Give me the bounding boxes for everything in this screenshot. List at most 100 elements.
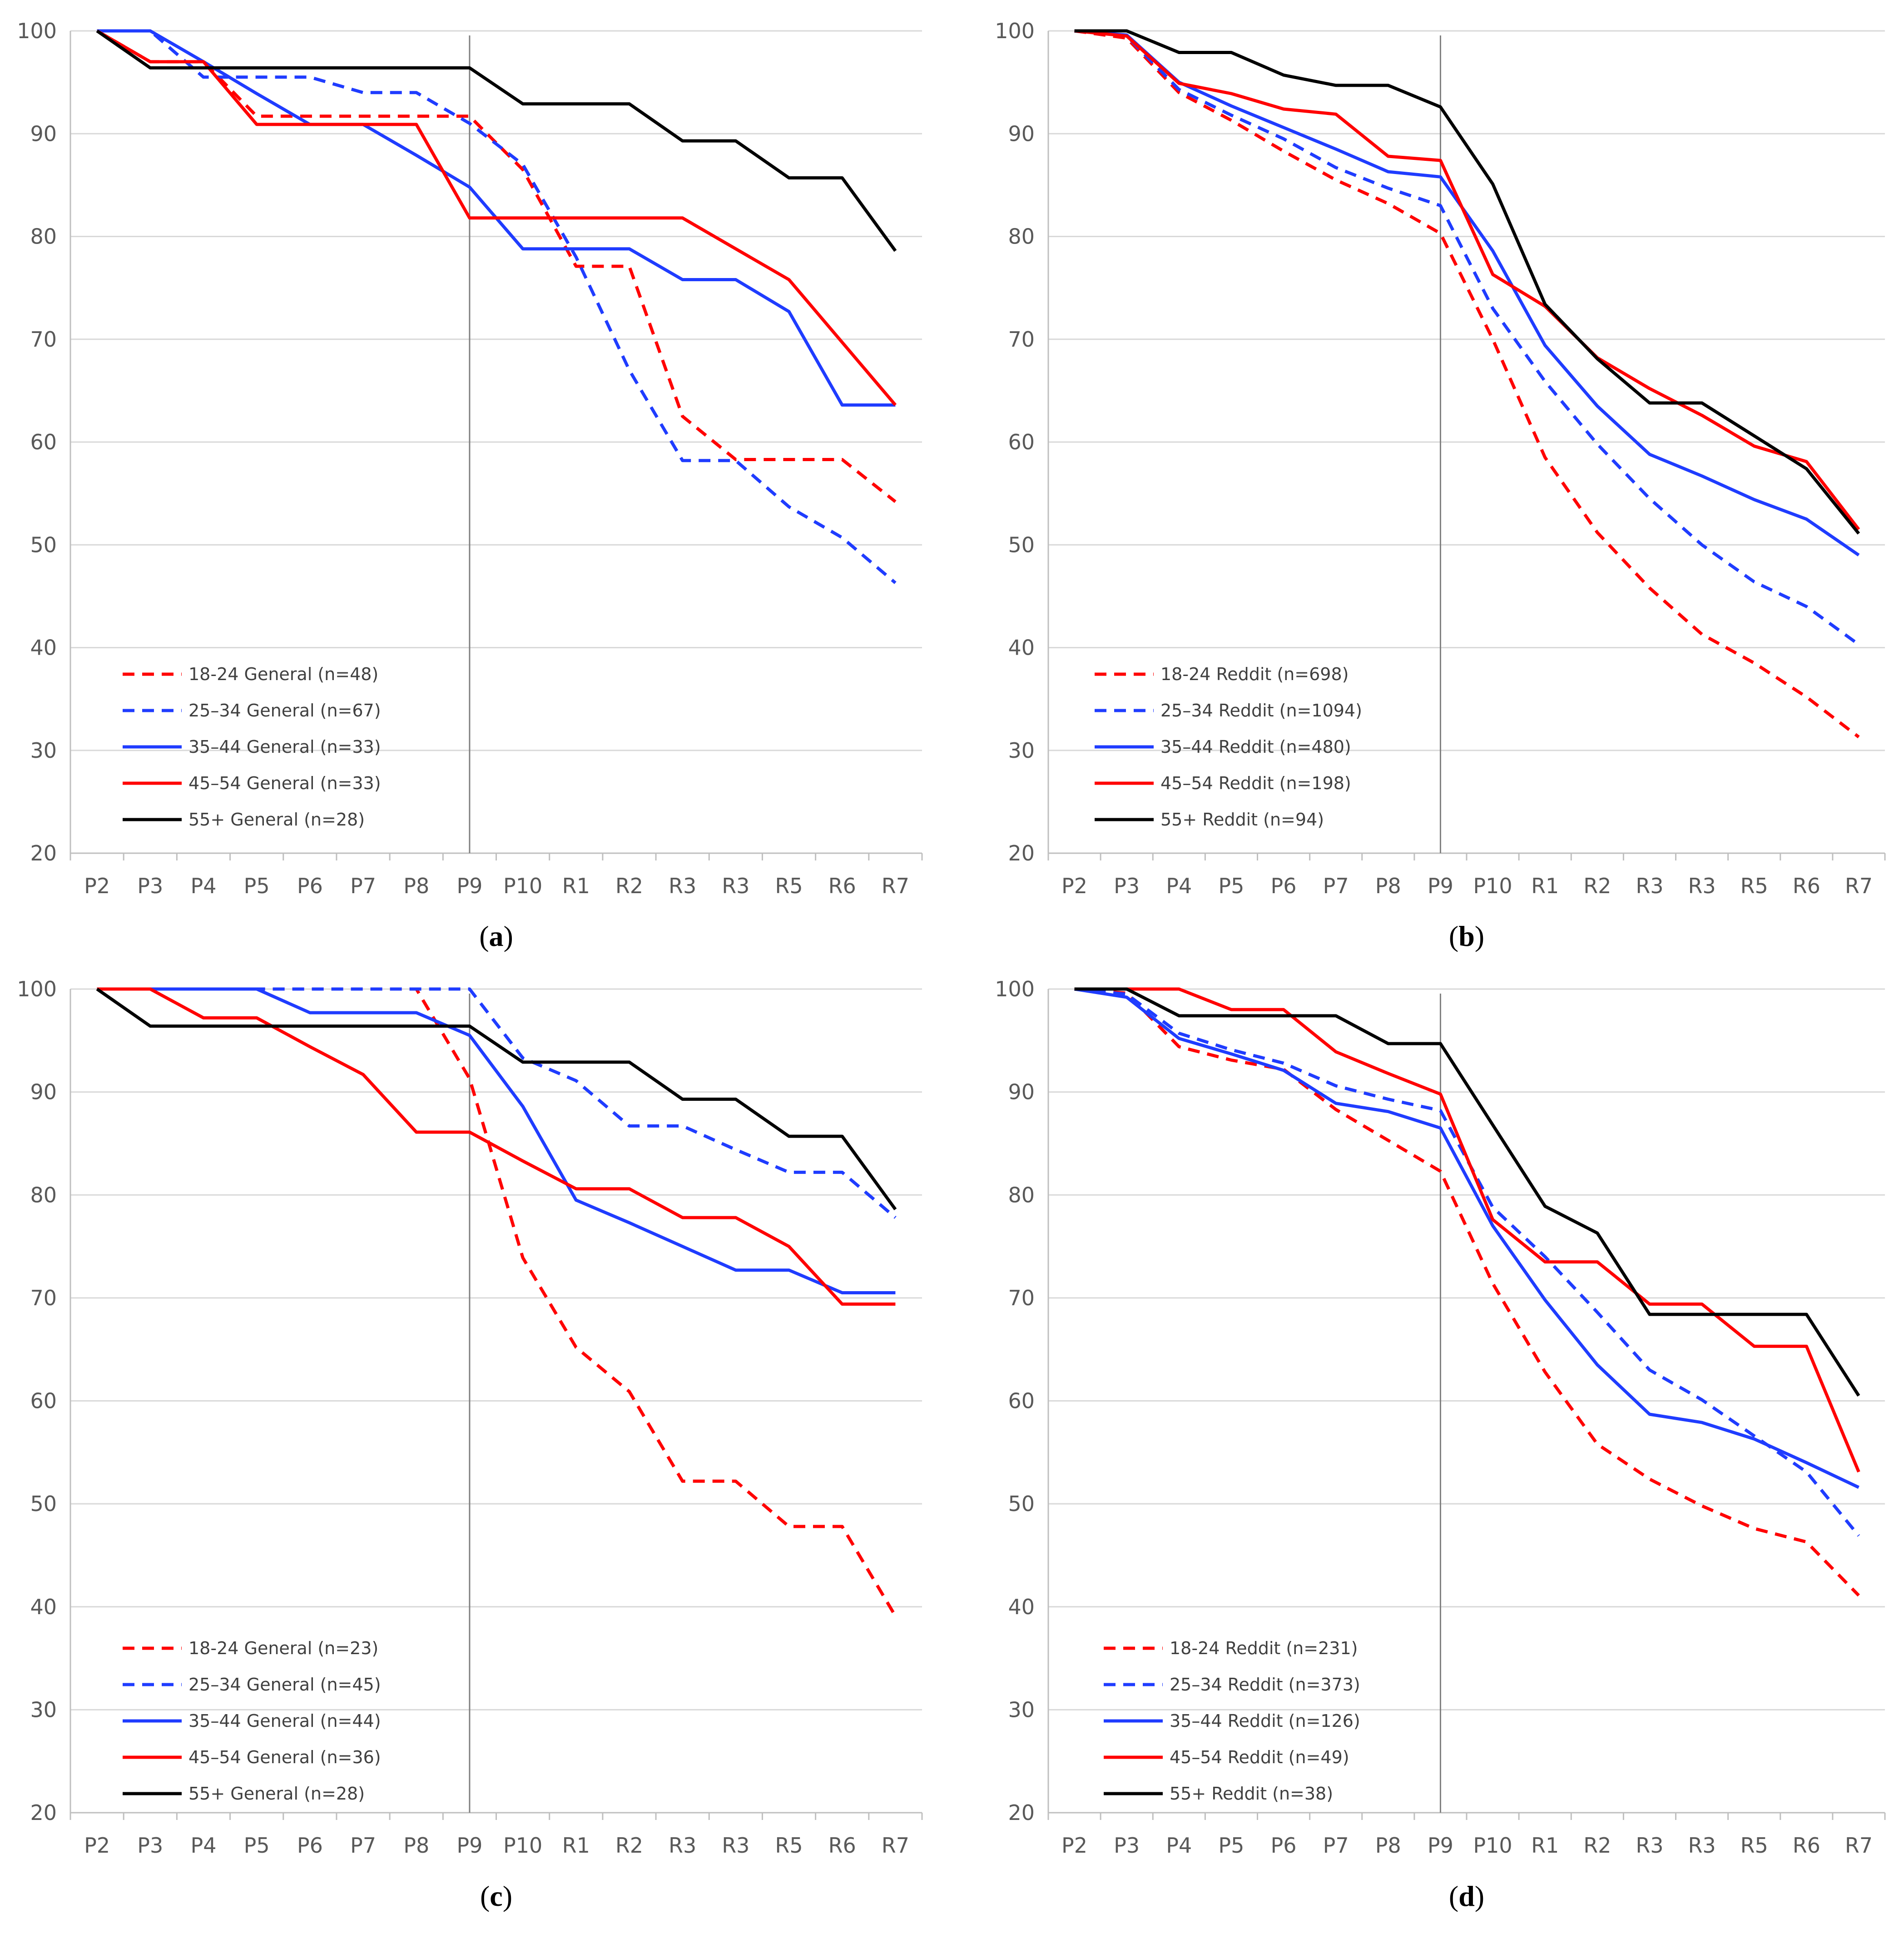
panel-caption-letter: b	[1458, 920, 1475, 952]
x-tick-label: P6	[297, 1833, 323, 1858]
x-tick-label: R6	[828, 874, 856, 898]
y-tick-label: 70	[30, 327, 57, 352]
chart-panel-c: 20 30 40 50 60 70 80 90 100 P2 P3 P4 P5 P6 P7 P8 P9 P10 R1…	[17, 977, 923, 1912]
y-tick-label: 100	[17, 977, 57, 1001]
series-line	[97, 29, 897, 584]
panel-caption-letter: c	[490, 1880, 502, 1912]
chart-panel-d: 20 30 40 50 60 70 80 90 100 P2 P3 P4 P5 P6 P7 P8 P9 P10 R1…	[995, 977, 1886, 1912]
y-tick-label: 30	[1008, 1697, 1035, 1722]
series-line	[1074, 29, 1860, 557]
y-tick-label: 90	[1008, 121, 1035, 146]
x-tick-label: P2	[84, 1833, 110, 1858]
x-tick-label: R5	[1740, 1833, 1768, 1858]
x-tick-label: P4	[1166, 874, 1192, 898]
legend-label: 35–44 General (n=44)	[188, 1711, 381, 1731]
legend-label: 25–34 Reddit (n=373)	[1170, 1675, 1360, 1695]
x-tick-label: P2	[1061, 874, 1087, 898]
y-tick-label: 100	[995, 19, 1035, 43]
y-tick-label: 30	[30, 738, 57, 763]
panel-caption-letter: d	[1458, 1880, 1475, 1912]
x-tick-label: R3	[722, 1833, 749, 1858]
y-tick-label: 50	[1008, 532, 1035, 557]
y-tick-label: 80	[30, 224, 57, 249]
y-tick-label: 100	[995, 977, 1035, 1001]
legend-label: 45–54 Reddit (n=198)	[1160, 773, 1351, 793]
x-tick-label: P5	[244, 1833, 270, 1858]
y-tick-label: 60	[30, 1389, 57, 1413]
y-tick-label: 40	[1008, 636, 1035, 660]
legend-label: 35–44 Reddit (n=126)	[1170, 1711, 1360, 1731]
x-tick-label: R1	[1531, 1833, 1559, 1858]
x-tick-label: P7	[350, 1833, 376, 1858]
x-tick-label: R2	[1583, 1833, 1611, 1858]
x-tick-label: R7	[1845, 874, 1873, 898]
y-tick-label: 20	[1008, 841, 1035, 865]
y-tick-label: 20	[1008, 1800, 1035, 1825]
series-line	[97, 987, 896, 1294]
y-tick-label: 50	[30, 532, 57, 557]
x-tick-label: R7	[1845, 1833, 1873, 1858]
x-tick-label: P7	[350, 874, 376, 898]
series-line	[1074, 29, 1860, 739]
panel-caption: (a)	[479, 920, 513, 952]
legend: 18-24 Reddit (n=231) 25–34 Reddit (n=373)…	[1104, 1638, 1360, 1804]
legend-label: 25–34 General (n=45)	[188, 1675, 381, 1695]
legend-label: 18-24 General (n=48)	[188, 664, 378, 684]
y-tick-label: 50	[30, 1492, 57, 1516]
panel-caption: (d)	[1449, 1880, 1484, 1912]
x-tick-label: P2	[84, 874, 110, 898]
x-tick-label: R2	[1583, 874, 1611, 898]
x-tick-label: R5	[1740, 874, 1768, 898]
x-tick-label: R1	[562, 1833, 590, 1858]
y-tick-label: 60	[1008, 1389, 1035, 1413]
legend-label: 45–54 Reddit (n=49)	[1170, 1747, 1349, 1767]
x-tick-label: P9	[456, 1833, 482, 1858]
chart-panel-a: 20 30 40 50 60 70 80 90 100 P2 P3 P4 P5 P6 P7 P8 P9 P10 R1…	[17, 19, 923, 952]
x-tick-label: R3	[722, 874, 749, 898]
x-tick-label: P4	[190, 1833, 216, 1858]
series-line	[97, 987, 896, 1306]
y-tick-label: 90	[30, 1080, 57, 1104]
series-line	[1074, 987, 1860, 1397]
series-line	[1074, 29, 1860, 535]
y-tick-label: 80	[30, 1183, 57, 1207]
x-tick-label: P5	[1218, 874, 1244, 898]
x-tick-label: R3	[669, 1833, 696, 1858]
x-tick-label: R6	[1793, 1833, 1820, 1858]
y-tick-label: 40	[1008, 1595, 1035, 1619]
legend: 18-24 General (n=23) 25–34 General (n=45)…	[123, 1638, 381, 1804]
series-line	[96, 988, 897, 1211]
x-tick-label: P4	[1166, 1833, 1192, 1858]
legend-label: 18-24 Reddit (n=698)	[1160, 664, 1349, 684]
y-tick-label: 40	[30, 1595, 57, 1619]
chart-panel-b: 20 30 40 50 60 70 80 90 100 P2 P3 P4 P5 P6 P7 P8 P9 P10 R1…	[995, 19, 1886, 952]
x-tick-label: P6	[1271, 874, 1297, 898]
x-tick-label: R1	[562, 874, 590, 898]
y-tick-label: 90	[30, 121, 57, 146]
x-tick-label: R5	[775, 1833, 803, 1858]
panel-caption: (c)	[480, 1880, 512, 1912]
y-tick-label: 40	[30, 636, 57, 660]
legend-label: 45–54 General (n=36)	[188, 1747, 381, 1767]
y-tick-label: 20	[30, 841, 57, 865]
y-tick-label: 30	[1008, 738, 1035, 763]
x-tick-label: R7	[882, 1833, 909, 1858]
x-tick-label: R2	[615, 874, 643, 898]
series-line	[96, 29, 897, 503]
legend-label: 35–44 General (n=33)	[188, 737, 381, 757]
x-tick-label: P8	[1375, 874, 1401, 898]
x-tick-label: P7	[1323, 874, 1349, 898]
x-tick-label: R3	[1636, 874, 1663, 898]
x-tick-label: P10	[1473, 1833, 1512, 1858]
legend-label: 55+ General (n=28)	[188, 1784, 365, 1804]
series-line	[1074, 987, 1859, 1489]
x-tick-label: R3	[1688, 1833, 1716, 1858]
legend-label: 55+ General (n=28)	[188, 810, 365, 830]
y-tick-label: 70	[1008, 327, 1035, 352]
series-line	[96, 30, 897, 252]
y-tick-label: 80	[1008, 224, 1035, 249]
series-line	[1074, 987, 1860, 1537]
x-tick-label: R7	[882, 874, 909, 898]
x-tick-label: P4	[190, 874, 216, 898]
x-tick-label: P8	[1375, 1833, 1401, 1858]
